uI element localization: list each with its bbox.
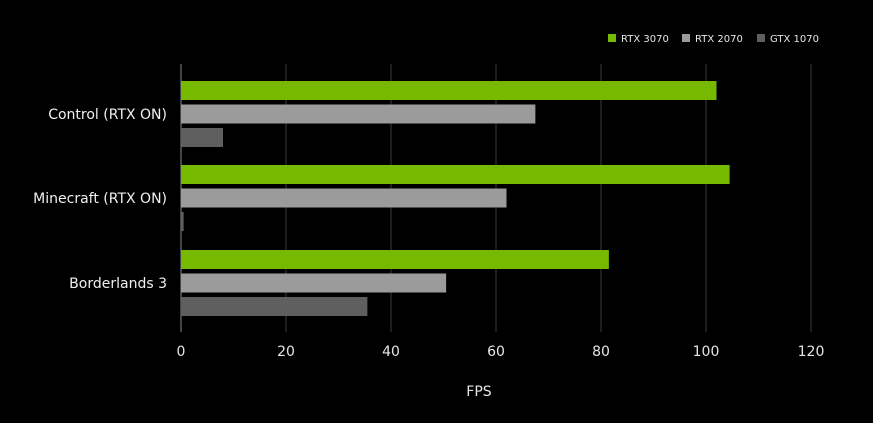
x-tick-label-100: 100 [693, 344, 720, 360]
bar-borderlands-3-rtx-3070 [181, 250, 609, 269]
chart-legend: RTX 3070 RTX 2070 GTX 1070 [608, 34, 819, 45]
legend-swatch-rtx-2070 [682, 34, 690, 42]
category-label-control-rtx-on: Control (RTX ON) [48, 107, 167, 123]
chart-bars [181, 81, 730, 316]
bar-borderlands-3-gtx-1070 [181, 297, 368, 316]
x-tick-label-120: 120 [798, 344, 825, 360]
legend-label-rtx-2070: RTX 2070 [695, 34, 743, 45]
legend-label-gtx-1070: GTX 1070 [770, 34, 819, 45]
x-axis-ticks: 0 20 40 60 80 100 120 [177, 344, 825, 360]
bar-control-rtx-on-gtx-1070 [181, 128, 223, 147]
legend-swatch-gtx-1070 [757, 34, 765, 42]
x-tick-label-80: 80 [592, 344, 610, 360]
x-tick-label-40: 40 [382, 344, 400, 360]
bar-minecraft-rtx-on-rtx-2070 [181, 188, 507, 208]
category-labels: Control (RTX ON) Minecraft (RTX ON) Border… [33, 107, 167, 292]
x-tick-label-20: 20 [277, 344, 295, 360]
bar-minecraft-rtx-on-rtx-3070 [181, 165, 730, 184]
x-axis-title: FPS [466, 384, 491, 400]
category-label-borderlands-3: Borderlands 3 [69, 276, 167, 292]
x-tick-label-60: 60 [487, 344, 505, 360]
bar-control-rtx-on-rtx-2070 [181, 104, 536, 124]
bar-control-rtx-on-rtx-3070 [181, 81, 717, 100]
category-label-minecraft-rtx-on: Minecraft (RTX ON) [33, 191, 167, 207]
bar-borderlands-3-rtx-2070 [181, 273, 447, 293]
bar-minecraft-rtx-on-gtx-1070 [181, 212, 184, 231]
legend-label-rtx-3070: RTX 3070 [621, 34, 669, 45]
legend-swatch-rtx-3070 [608, 34, 616, 42]
x-tick-label-0: 0 [177, 344, 186, 360]
